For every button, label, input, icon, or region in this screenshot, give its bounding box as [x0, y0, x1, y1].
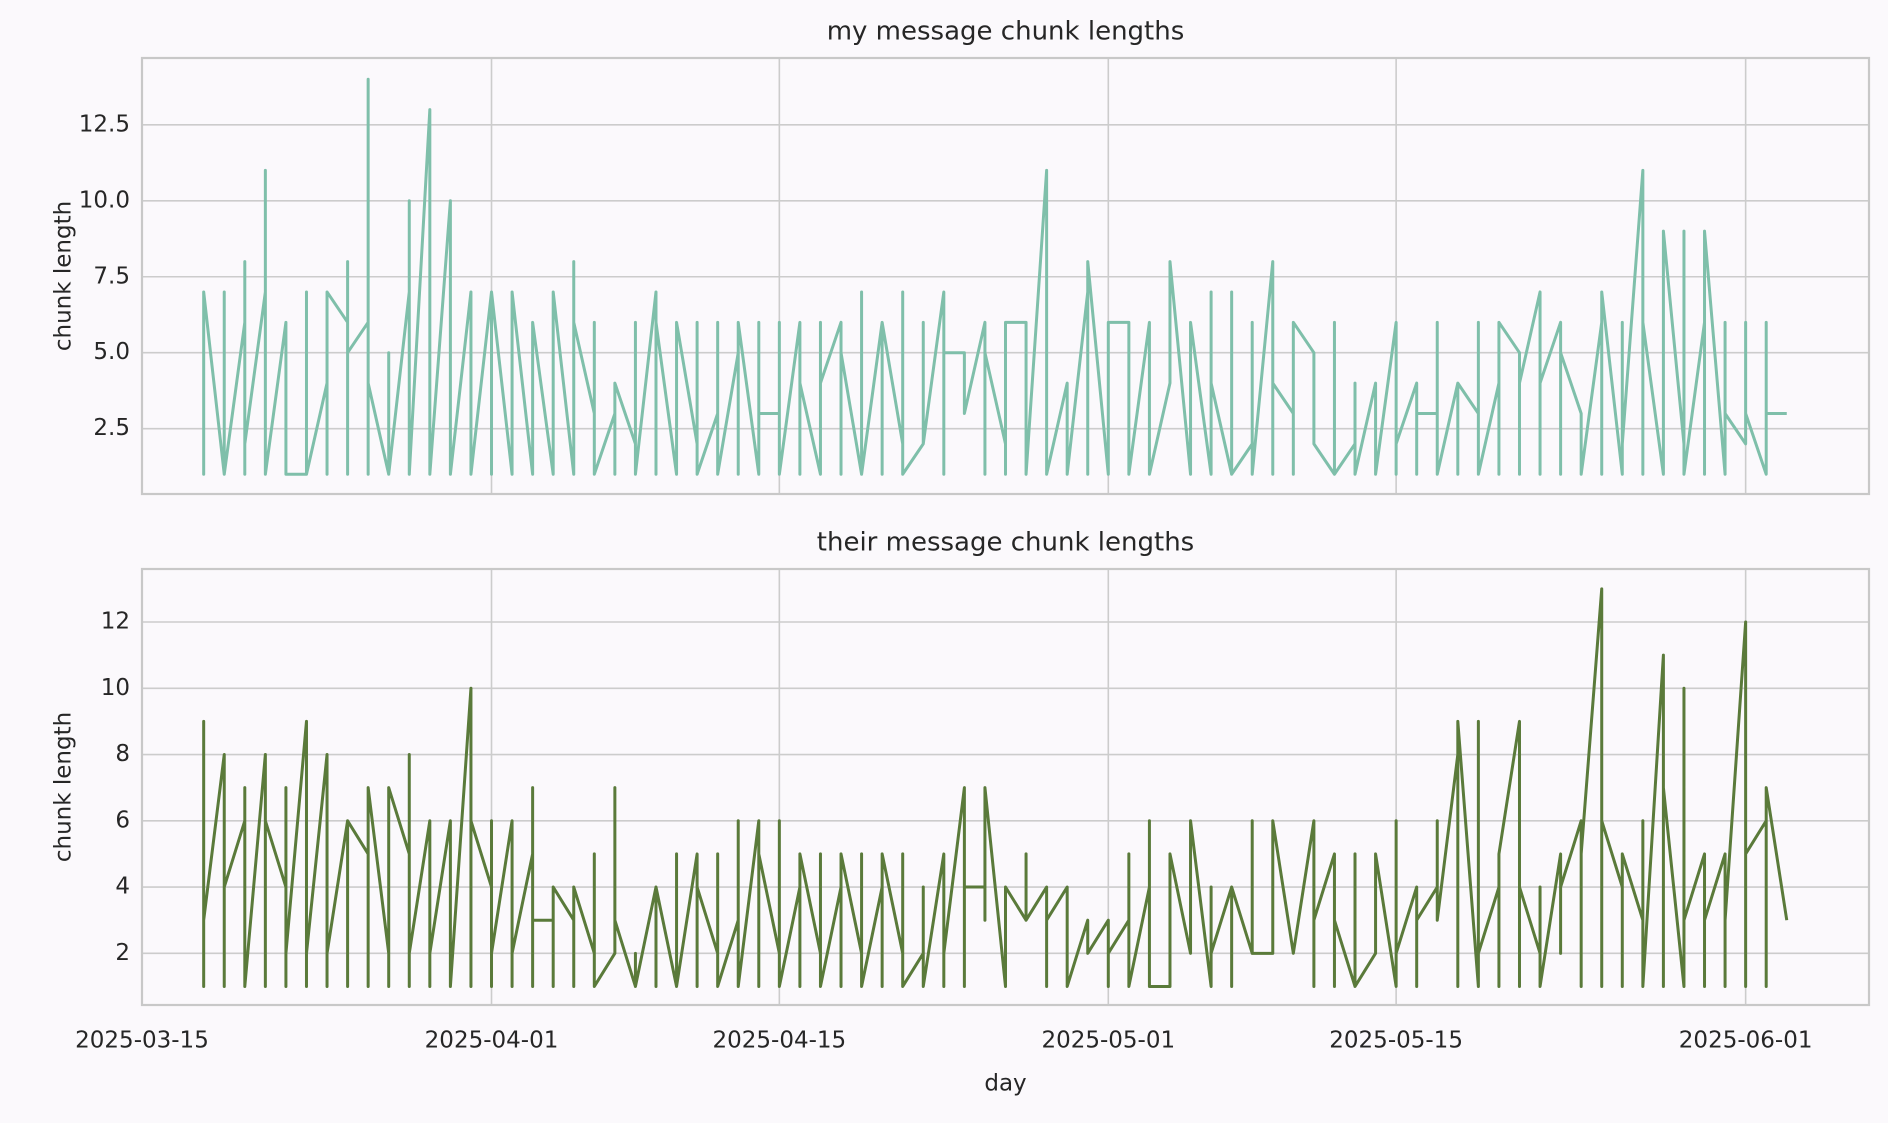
- y-axis-label: chunk length: [51, 201, 77, 351]
- y-tick-label: 8: [115, 741, 130, 767]
- plot-frame: [140, 567, 1871, 1007]
- x-tick-label: 2025-03-15: [75, 1028, 209, 1054]
- y-tick-label: 12.5: [79, 111, 130, 137]
- x-tick-label: 2025-05-15: [1329, 1028, 1463, 1054]
- data-line: [202, 77, 1787, 476]
- data-line: [202, 587, 1789, 988]
- y-tick-label: 10.0: [79, 187, 130, 213]
- plot-frame: [140, 56, 1871, 496]
- y-tick-label: 10: [101, 675, 130, 701]
- y-axis-label: chunk length: [51, 712, 77, 862]
- y-tick-label: 12: [101, 609, 130, 635]
- y-tick-label: 2: [115, 940, 130, 966]
- y-tick-label: 6: [115, 807, 130, 833]
- y-tick-label: 7.5: [93, 263, 130, 289]
- y-tick-label: 4: [115, 874, 130, 900]
- x-tick-label: 2025-06-01: [1679, 1028, 1813, 1054]
- x-tick-label: 2025-04-15: [713, 1028, 847, 1054]
- y-tick-label: 5.0: [93, 339, 130, 365]
- x-tick-label: 2025-04-01: [425, 1028, 559, 1054]
- x-axis-label: day: [984, 1071, 1026, 1097]
- x-tick-label: 2025-05-01: [1041, 1028, 1175, 1054]
- chart-title: my message chunk lengths: [827, 17, 1185, 47]
- y-tick-label: 2.5: [93, 415, 130, 441]
- chart-title: their message chunk lengths: [817, 528, 1194, 558]
